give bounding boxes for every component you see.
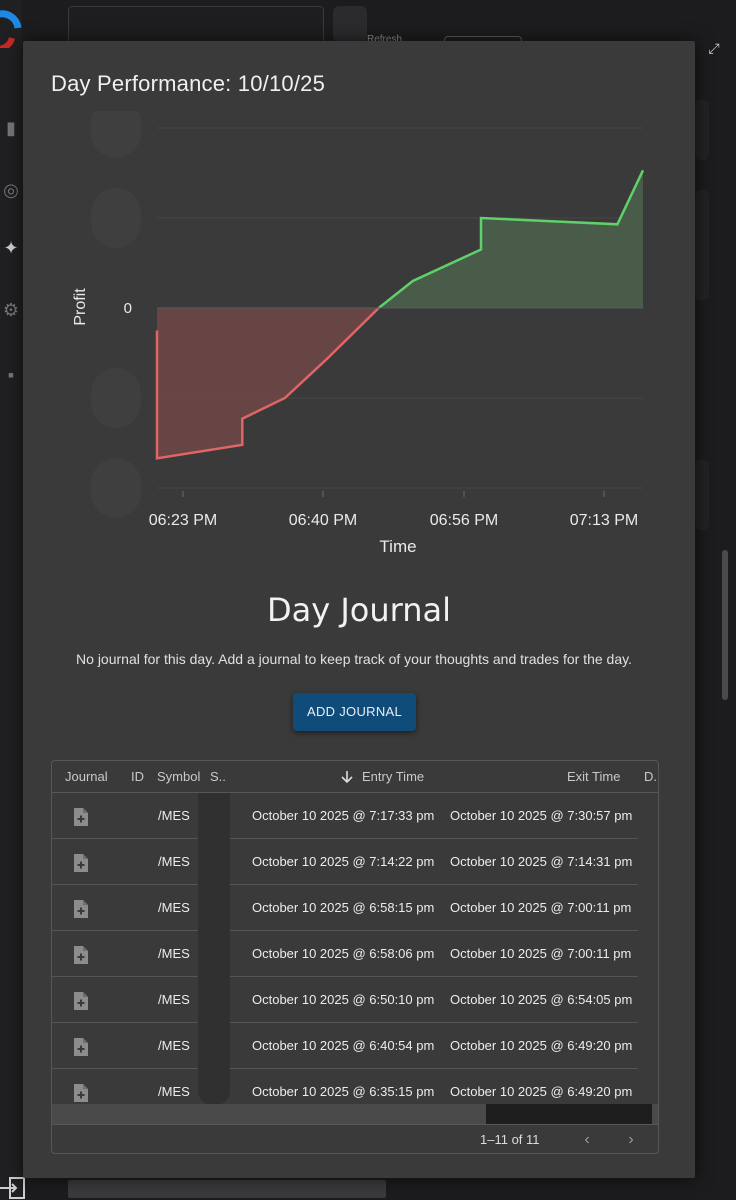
- bottom-scrollbar[interactable]: [68, 1180, 386, 1198]
- entry-time-cell: October 10 2025 @ 6:50:10 pm: [252, 992, 435, 1007]
- column-header-exit-time[interactable]: Exit Time: [567, 769, 621, 784]
- background-card: [695, 100, 709, 160]
- add-journal-note-icon[interactable]: [72, 1037, 90, 1057]
- app-logo-icon: [0, 10, 22, 48]
- table-row[interactable]: /MES October 10 2025 @ 6:58:15 pm October …: [52, 885, 638, 931]
- pagination-label: 1–11 of 11: [480, 1132, 540, 1147]
- exit-time-cell: October 10 2025 @ 6:54:05 pm: [450, 992, 633, 1007]
- grid-scroll-thumb[interactable]: [486, 1104, 652, 1124]
- exit-time-cell: October 10 2025 @ 7:00:11 pm: [450, 946, 632, 961]
- search-input[interactable]: [68, 6, 324, 46]
- symbol-cell: /MES: [158, 992, 190, 1007]
- x-tick-label: 07:13 PM: [570, 512, 638, 529]
- next-page-icon[interactable]: ›: [628, 1131, 634, 1148]
- exit-time-cell: October 10 2025 @ 6:49:20 pm: [450, 1084, 633, 1099]
- trades-grid: Journal ID Symbol S.. Entry Time Exit Ti…: [51, 760, 659, 1154]
- modal-title: Day Performance: 10/10/25: [51, 71, 326, 96]
- entry-time-cell: October 10 2025 @ 6:40:54 pm: [252, 1038, 435, 1053]
- table-row[interactable]: /MES October 10 2025 @ 7:14:22 pm October …: [52, 839, 638, 885]
- profit-line: [377, 169, 645, 309]
- y-tick-placeholder: [91, 111, 141, 158]
- journal-title: Day Journal: [266, 591, 452, 629]
- arrow-down-icon[interactable]: [340, 770, 354, 784]
- entry-time-cell: October 10 2025 @ 6:35:15 pm: [252, 1084, 435, 1099]
- previous-page-icon[interactable]: ‹: [584, 1131, 590, 1148]
- refresh-label: Refresh: [367, 34, 403, 45]
- grid-header: Journal ID Symbol S.. Entry Time Exit Ti…: [52, 761, 658, 793]
- column-header-duration[interactable]: D..: [644, 769, 659, 784]
- exit-time-cell: October 10 2025 @ 7:30:57 pm: [450, 808, 633, 823]
- day-performance-modal: Day Performance: 10/10/25 0 Profit 06:23…: [23, 41, 695, 1178]
- y-tick-placeholder: [91, 188, 141, 248]
- add-journal-note-icon[interactable]: [72, 853, 90, 873]
- page-scrollbar[interactable]: [722, 550, 728, 700]
- add-journal-note-icon[interactable]: [72, 991, 90, 1011]
- entry-time-cell: October 10 2025 @ 6:58:06 pm: [252, 946, 435, 961]
- exit-time-cell: October 10 2025 @ 6:49:20 pm: [450, 1038, 633, 1053]
- exit-time-cell: October 10 2025 @ 7:14:31 pm: [450, 854, 633, 869]
- symbol-cell: /MES: [158, 1038, 190, 1053]
- symbol-cell: /MES: [158, 1084, 190, 1099]
- y-tick-placeholder: [91, 458, 141, 518]
- background-card: [695, 460, 709, 530]
- candlestick-icon[interactable]: ▮: [6, 118, 16, 138]
- loss-area: [157, 308, 379, 459]
- column-header-entry-time[interactable]: Entry Time: [362, 769, 425, 784]
- table-row[interactable]: /MES October 10 2025 @ 7:17:33 pm October …: [52, 793, 638, 839]
- table-row[interactable]: /MES October 10 2025 @ 6:58:06 pm October …: [52, 931, 638, 977]
- symbol-cell: /MES: [158, 854, 190, 869]
- gear-icon[interactable]: ⚙: [2, 300, 20, 320]
- exit-time-cell: October 10 2025 @ 7:00:11 pm: [450, 900, 632, 915]
- column-header-journal[interactable]: Journal: [65, 769, 108, 784]
- profit-chart: 0 Profit 06:23 PM 06:40 PM 06:56 PM 07:13 P…: [23, 111, 695, 571]
- entry-time-cell: October 10 2025 @ 7:14:22 pm: [252, 854, 435, 869]
- add-journal-note-icon[interactable]: [72, 1083, 90, 1103]
- x-axis-label: Time: [379, 537, 416, 556]
- add-journal-note-icon[interactable]: [72, 945, 90, 965]
- symbol-cell: /MES: [158, 946, 190, 961]
- column-header-symbol[interactable]: Symbol: [157, 769, 201, 784]
- x-tick-label: 06:40 PM: [289, 512, 357, 529]
- profit-area: [378, 170, 643, 308]
- background-card: [695, 190, 709, 300]
- add-journal-button[interactable]: ADD JOURNAL: [293, 693, 416, 731]
- x-tick-label: 06:56 PM: [430, 512, 498, 529]
- add-journal-note-icon[interactable]: [72, 899, 90, 919]
- x-tick-label: 06:23 PM: [149, 512, 217, 529]
- loss-line: [155, 307, 380, 460]
- column-resize-strip: [198, 793, 230, 1105]
- y-tick-label: 0: [124, 300, 132, 317]
- help-icon[interactable]: ▪: [7, 365, 15, 385]
- column-header-id[interactable]: ID: [131, 769, 144, 784]
- y-axis-label: Profit: [72, 288, 89, 326]
- add-journal-note-icon[interactable]: [72, 807, 90, 827]
- table-row[interactable]: /MES October 10 2025 @ 6:35:15 pm October …: [52, 1069, 638, 1105]
- profit-chart-svg: 0 Profit 06:23 PM 06:40 PM 06:56 PM 07:13 P…: [72, 111, 645, 556]
- table-row[interactable]: /MES October 10 2025 @ 6:50:10 pm October …: [52, 977, 638, 1023]
- refresh-button[interactable]: [333, 6, 367, 42]
- left-rail: [0, 0, 22, 1200]
- entry-time-cell: October 10 2025 @ 6:58:15 pm: [252, 900, 435, 915]
- users-icon[interactable]: ◎: [3, 180, 19, 200]
- symbol-cell: /MES: [158, 808, 190, 823]
- symbol-cell: /MES: [158, 900, 190, 915]
- journal-empty-message: No journal for this day. Add a journal t…: [76, 651, 632, 667]
- grid-footer: 1–11 of 11 ‹ ›: [52, 1124, 658, 1153]
- table-row[interactable]: /MES October 10 2025 @ 6:40:54 pm October …: [52, 1023, 638, 1069]
- expand-icon[interactable]: ⤢: [708, 40, 720, 56]
- entry-time-cell: October 10 2025 @ 7:17:33 pm: [252, 808, 435, 823]
- magic-wand-icon[interactable]: ✦: [3, 238, 19, 258]
- exit-icon[interactable]: [0, 1172, 30, 1200]
- grid-body: /MES October 10 2025 @ 7:17:33 pm October …: [52, 793, 658, 1105]
- column-header-side[interactable]: S..: [210, 769, 226, 784]
- y-tick-placeholder: [91, 368, 141, 428]
